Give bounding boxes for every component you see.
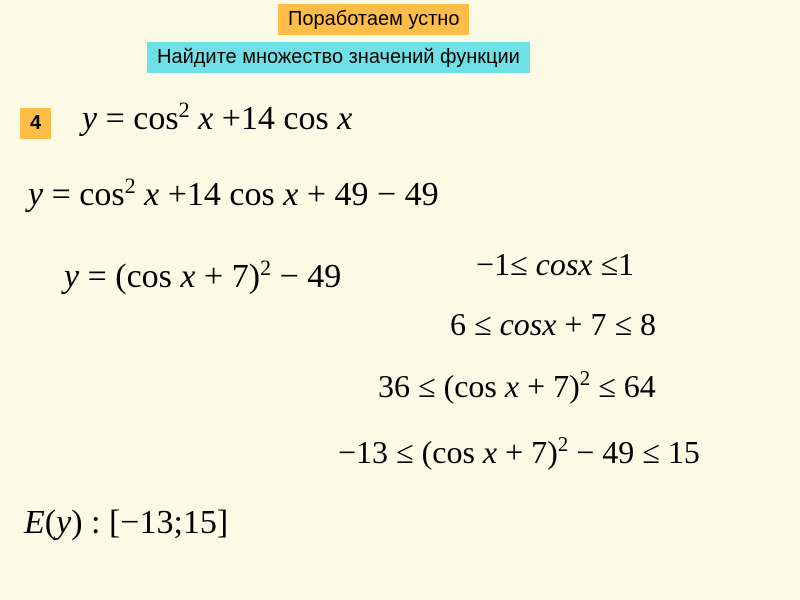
problem-number-badge: 4 xyxy=(20,108,51,139)
ineq3-sup: 2 xyxy=(580,367,590,390)
ineq2-e: 8 xyxy=(640,306,656,342)
eq1-y: y xyxy=(82,100,106,137)
ineq1-a: −1 xyxy=(476,246,510,282)
ineq4-tail: − 49 ≤ 15 xyxy=(568,434,700,470)
eq3-y: y xyxy=(64,258,88,295)
subtitle-cyan: Найдите множество значений функции xyxy=(147,42,530,73)
ineq1-d: ≤ xyxy=(600,246,618,282)
ineq1-c: cosx xyxy=(536,246,601,282)
ineq4-pre: −13 ≤ (cos xyxy=(338,434,483,470)
ineq2-d: + 7 ≤ xyxy=(564,306,640,342)
ineq3-pre: 36 ≤ (cos xyxy=(378,368,505,404)
ineq2-c: cosx xyxy=(500,306,565,342)
eq3-x: x xyxy=(180,258,204,295)
eq3-plus7: + 7) xyxy=(204,258,260,295)
eq1-x2: x xyxy=(337,100,352,137)
eq1-plus14cos: +14 cos xyxy=(222,100,338,137)
ineq3-x: x xyxy=(505,368,527,404)
ineq2-b: ≤ xyxy=(474,306,500,342)
eq2-sup: 2 xyxy=(125,173,136,198)
ineq4-op: + 7) xyxy=(505,434,558,470)
eq1-eqcos: = cos xyxy=(106,100,179,137)
answer-rest: ) : [−13;15] xyxy=(71,504,228,541)
eq2-tail: + 49 − 49 xyxy=(307,176,439,213)
eq2-plus14cos: +14 cos xyxy=(168,176,284,213)
inequality-4: −13 ≤ (cos x + 7)2 − 49 ≤ 15 xyxy=(338,434,700,471)
eq2-y: y xyxy=(28,176,52,213)
eq2-x1: x xyxy=(136,176,168,213)
eq3-sup: 2 xyxy=(260,255,271,280)
inequality-1: −1≤ cosx ≤1 xyxy=(476,246,634,283)
answer-line: E(y) : [−13;15] xyxy=(24,504,228,542)
answer-open: ( xyxy=(45,504,56,541)
equation-1: y = cos2 x +14 cos x xyxy=(82,100,352,138)
eq2-x2: x xyxy=(283,176,307,213)
inequality-2: 6 ≤ cosx + 7 ≤ 8 xyxy=(450,306,656,343)
eq2-eqcos: = cos xyxy=(52,176,125,213)
answer-E: E xyxy=(24,504,45,541)
ineq4-sup: 2 xyxy=(558,433,568,456)
ineq2-a: 6 xyxy=(450,306,474,342)
eq3-open: = (cos xyxy=(88,258,181,295)
eq1-sup: 2 xyxy=(179,97,190,122)
ineq1-e: 1 xyxy=(618,246,634,282)
eq3-tail: − 49 xyxy=(271,258,341,295)
inequality-3: 36 ≤ (cos x + 7)2 ≤ 64 xyxy=(378,368,656,405)
eq1-x1: x xyxy=(190,100,222,137)
ineq3-op: + 7) xyxy=(527,368,580,404)
answer-y: y xyxy=(56,504,71,541)
ineq1-b: ≤ xyxy=(510,246,536,282)
ineq4-x: x xyxy=(483,434,505,470)
equation-3: y = (cos x + 7)2 − 49 xyxy=(64,258,341,296)
equation-2: y = cos2 x +14 cos x + 49 − 49 xyxy=(28,176,439,214)
title-orange: Поработаем устно xyxy=(278,4,469,35)
ineq3-tail: ≤ 64 xyxy=(590,368,656,404)
